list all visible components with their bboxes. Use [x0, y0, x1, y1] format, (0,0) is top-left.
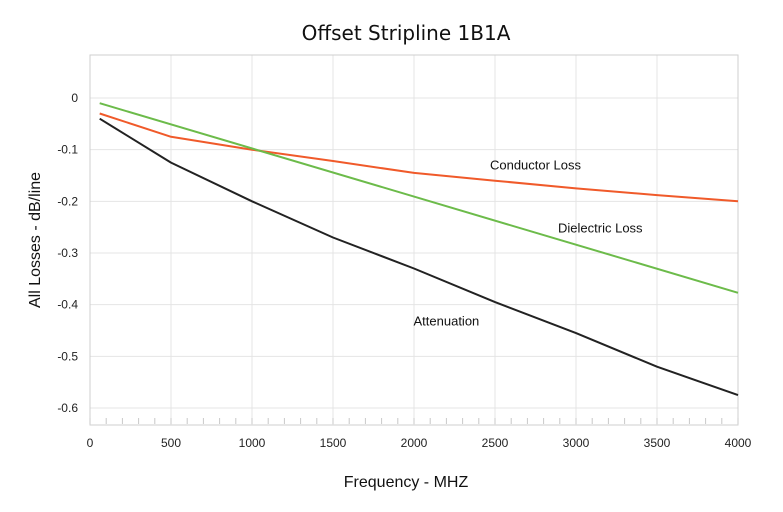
x-tick-label: 4000	[725, 436, 752, 450]
y-tick-label: -0.5	[57, 349, 78, 363]
y-tick-label: 0	[71, 91, 78, 105]
chart-title: Offset Stripline 1B1A	[302, 21, 511, 45]
x-tick-label: 500	[161, 436, 181, 450]
x-axis-label: Frequency - MHZ	[344, 474, 469, 491]
x-tick-label: 2000	[401, 436, 428, 450]
x-tick-label: 1500	[320, 436, 347, 450]
y-tick-label: -0.6	[57, 401, 78, 415]
series-annotation: Attenuation	[414, 313, 480, 328]
minor-ticks	[89, 418, 739, 424]
x-tick-label: 2500	[482, 436, 509, 450]
y-axis-label: All Losses - dB/line	[27, 172, 44, 308]
plot-frame	[89, 54, 739, 426]
series-lines	[99, 102, 739, 397]
y-tick-label: -0.2	[57, 194, 78, 208]
x-tick-label: 0	[87, 436, 94, 450]
grid	[90, 55, 739, 425]
series-annotation: Dielectric Loss	[558, 220, 643, 235]
y-tick-label: -0.4	[57, 298, 78, 312]
x-tick-label: 3500	[644, 436, 671, 450]
series-line-conductor-loss	[99, 112, 739, 203]
y-tick-label: -0.1	[57, 143, 78, 157]
x-tick-label: 3000	[563, 436, 590, 450]
y-tick-labels: 0 -0.1 -0.2 -0.3 -0.4 -0.5 -0.6	[57, 91, 78, 415]
series-line-attenuation	[99, 117, 739, 397]
series-line-dielectric-loss	[99, 102, 739, 294]
y-tick-label: -0.3	[57, 246, 78, 260]
x-tick-labels: 0 500 1000 1500 2000 2500 3000 3500 4000	[87, 436, 752, 450]
series-annotation: Conductor Loss	[490, 157, 582, 172]
x-tick-label: 1000	[239, 436, 266, 450]
annotations: Conductor Loss Dielectric Loss Attenuation	[414, 157, 644, 328]
